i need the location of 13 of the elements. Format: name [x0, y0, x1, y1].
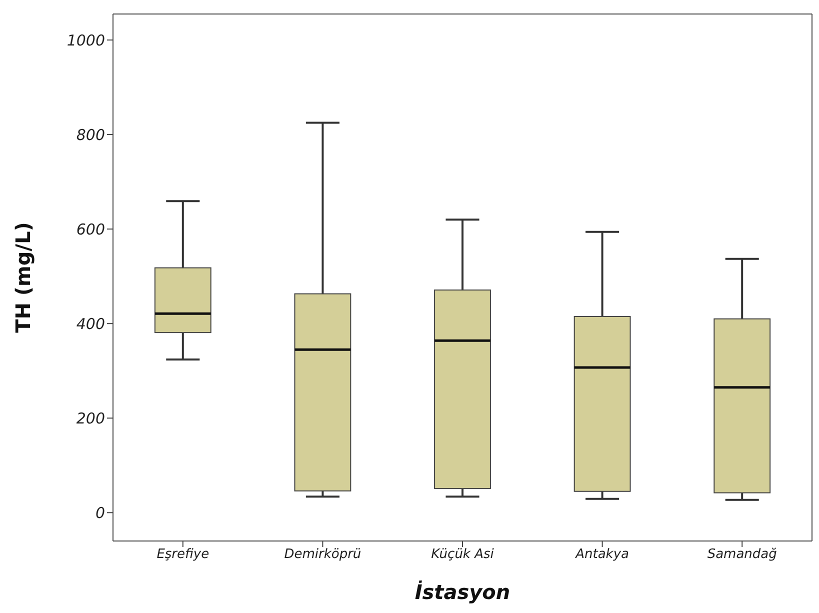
x-axis-title: İstasyon	[414, 580, 510, 604]
y-tick-label: 1000	[66, 31, 105, 50]
y-tick-label: 400	[76, 314, 105, 333]
x-tick-label: Küçük Asi	[431, 547, 494, 562]
y-tick-label: 200	[76, 409, 105, 428]
x-tick-label: Demirköprü	[284, 547, 362, 562]
y-axis-title: TH (mg/L)	[11, 222, 36, 333]
y-tick-label: 800	[76, 126, 105, 144]
x-tick-label: Samandağ	[707, 547, 777, 562]
y-tick-label: 0	[95, 504, 105, 522]
x-tick-label: Eşrefiye	[156, 547, 210, 562]
y-tick-label: 600	[76, 220, 105, 238]
x-tick-label: Antakya	[574, 547, 630, 562]
